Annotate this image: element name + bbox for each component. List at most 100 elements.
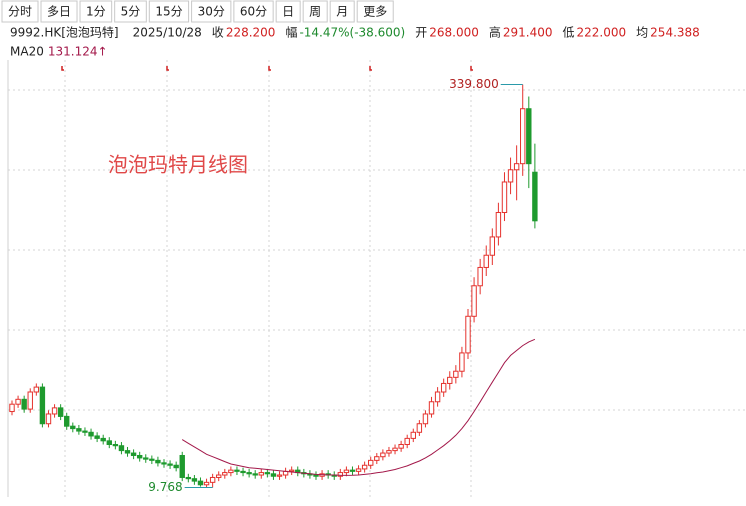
tab-box[interactable] [148, 0, 190, 23]
tab-box[interactable] [302, 0, 328, 23]
symbol: 9992.HK[泡泡玛特] [10, 25, 119, 40]
candle-body [234, 469, 240, 472]
candle [228, 466, 234, 477]
tab-box[interactable] [1, 0, 39, 23]
candle [428, 396, 435, 418]
candle [222, 468, 228, 479]
tab[interactable]: 月 [329, 0, 355, 23]
info-key: 高 [489, 25, 501, 40]
tab-box[interactable] [275, 0, 301, 23]
tab-box[interactable] [191, 0, 232, 23]
tab-box[interactable] [356, 0, 394, 23]
tab-label[interactable]: 多日 [47, 5, 71, 19]
candle-body [337, 472, 344, 477]
info-key: 收 [212, 26, 224, 40]
candle [209, 473, 216, 488]
candle [88, 428, 94, 440]
candle [404, 434, 410, 449]
candle [258, 468, 264, 479]
tab-label[interactable]: 周 [309, 5, 321, 19]
tab-label[interactable]: 30分 [198, 5, 225, 19]
candle-body [240, 470, 246, 474]
candle-body [349, 469, 356, 472]
candle [453, 365, 459, 384]
candle-body [416, 423, 423, 433]
info-value: 222.000 [577, 26, 627, 40]
candle-body [112, 443, 119, 447]
candle-body [343, 469, 350, 474]
tab-box[interactable] [233, 0, 274, 23]
tab[interactable]: 日 [275, 0, 301, 23]
candle [15, 395, 21, 408]
candle [112, 440, 119, 450]
tab-label[interactable]: 更多 [363, 5, 387, 19]
candle [149, 455, 155, 465]
candle [106, 437, 112, 449]
info-key: 开 [415, 26, 427, 40]
info-key: 均 [636, 26, 648, 40]
candle [447, 371, 453, 390]
tab[interactable]: 5分 [114, 0, 147, 23]
period-marker [166, 66, 169, 71]
candle [355, 465, 362, 476]
tab-label[interactable]: 15分 [155, 5, 182, 19]
candle-body [270, 473, 277, 477]
candle-body [143, 457, 149, 460]
candle-body [264, 472, 271, 475]
candle-body [355, 468, 362, 472]
candle-body [392, 447, 398, 452]
tab[interactable]: 15分 [148, 0, 190, 23]
tab[interactable]: 周 [302, 0, 328, 23]
tab[interactable]: 多日 [40, 0, 78, 23]
candle-body [526, 108, 532, 165]
tab-box[interactable] [79, 0, 113, 23]
period-marker [61, 66, 64, 71]
candle [398, 440, 404, 452]
candle-body [246, 472, 252, 475]
candle [532, 143, 538, 229]
tab[interactable]: 分时 [1, 0, 39, 23]
candle-body [258, 472, 264, 476]
info-value: 268.000 [429, 26, 479, 40]
candle-body [203, 481, 210, 486]
candle [501, 172, 508, 222]
candle [33, 383, 40, 396]
candle [264, 468, 271, 478]
ma-line [181, 338, 536, 476]
candle [39, 383, 46, 428]
candle-body [15, 398, 21, 405]
info-value: -14.47%(-38.600) [299, 26, 405, 40]
tab-box[interactable] [329, 0, 355, 23]
ma-name: MA20 [10, 45, 44, 59]
candle-body [422, 413, 429, 425]
candle-body [106, 440, 112, 445]
candle [197, 477, 204, 487]
candle [416, 420, 423, 436]
tab-label[interactable]: 1分 [86, 5, 106, 19]
chart-title: 泡泡玛特月线图 [108, 153, 248, 177]
candle [118, 442, 125, 455]
candle-body [45, 413, 52, 425]
tab-box[interactable] [114, 0, 147, 23]
tab[interactable]: 30分 [191, 0, 232, 23]
candle [82, 427, 88, 436]
candle [27, 388, 33, 413]
tab[interactable]: 更多 [356, 0, 394, 23]
tab[interactable]: 1分 [79, 0, 113, 23]
tab[interactable]: 60分 [233, 0, 274, 23]
candle-body [404, 437, 410, 445]
candle [234, 466, 240, 476]
candle [70, 422, 76, 433]
candle [185, 473, 192, 483]
tab-label[interactable]: 5分 [121, 5, 141, 19]
tab-label[interactable]: 月 [336, 5, 348, 19]
candle-body [82, 430, 88, 433]
candle [136, 451, 143, 462]
tab-label[interactable]: 日 [282, 5, 294, 19]
tab-label[interactable]: 分时 [8, 5, 32, 19]
tab-box[interactable] [40, 0, 78, 23]
candle-body [51, 407, 58, 415]
tab-label[interactable]: 60分 [240, 5, 267, 19]
